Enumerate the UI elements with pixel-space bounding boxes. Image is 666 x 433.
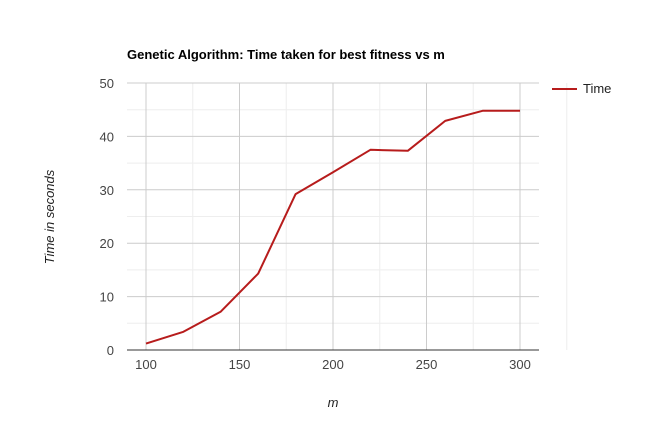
series-line-time bbox=[145, 109, 520, 345]
legend-label-time: Time bbox=[583, 81, 611, 96]
y-axis-title: Time in seconds bbox=[42, 169, 57, 264]
y-tick-label: 0 bbox=[107, 343, 114, 358]
major-gridlines bbox=[127, 82, 539, 350]
x-tick-labels: 100 150 200 250 300 bbox=[135, 357, 531, 372]
x-tick-label: 100 bbox=[135, 357, 157, 372]
y-tick-label: 50 bbox=[100, 76, 114, 91]
legend: Time bbox=[552, 81, 611, 96]
x-tick-label: 300 bbox=[509, 357, 531, 372]
x-axis-title: m bbox=[328, 395, 339, 410]
series-layer bbox=[145, 109, 521, 345]
x-tick-label: 200 bbox=[322, 357, 344, 372]
y-tick-labels: 0 10 20 30 40 50 bbox=[100, 76, 114, 358]
minor-gridlines bbox=[127, 83, 568, 350]
y-tick-label: 20 bbox=[100, 236, 114, 251]
x-tick-label: 250 bbox=[416, 357, 438, 372]
chart-title: Genetic Algorithm: Time taken for best f… bbox=[127, 47, 445, 62]
y-tick-label: 10 bbox=[100, 290, 114, 305]
y-tick-label: 30 bbox=[100, 183, 114, 198]
y-tick-label: 40 bbox=[100, 129, 114, 144]
x-tick-label: 150 bbox=[229, 357, 251, 372]
